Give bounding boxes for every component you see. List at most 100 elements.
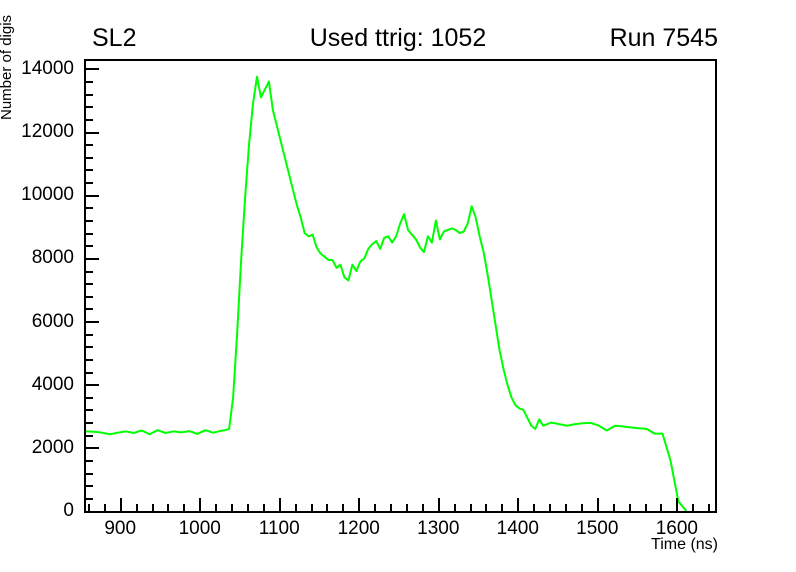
x-minor-tick [183,504,186,511]
x-minor-tick [246,504,249,511]
x-minor-tick [628,504,631,511]
x-major-tick [517,498,520,511]
x-tick-label: 1000 [178,518,221,539]
y-major-tick [86,131,99,134]
y-tick-label: 14000 [21,57,74,79]
y-minor-tick [86,283,93,286]
x-minor-tick [390,504,393,511]
y-minor-tick [86,434,93,437]
y-major-tick [86,510,99,513]
x-tick-label: 1600 [655,518,698,539]
y-minor-tick [86,396,93,399]
x-minor-tick [612,504,615,511]
x-tick-label: 1400 [496,518,539,539]
x-tick-label: 1300 [417,518,460,539]
y-minor-tick [86,485,93,488]
y-minor-tick [86,207,93,210]
y-major-tick [86,384,99,387]
x-minor-tick [580,504,583,511]
x-minor-tick [469,504,472,511]
x-minor-tick [565,504,567,511]
y-tick-label: 4000 [31,373,74,395]
x-minor-tick [421,504,424,511]
x-minor-tick [374,504,377,511]
x-minor-tick [135,504,138,511]
x-minor-tick [87,504,90,511]
y-minor-tick [86,308,93,311]
y-major-tick [86,447,99,450]
x-minor-tick [167,504,170,511]
x-tick-label: 1100 [258,518,300,539]
x-minor-tick [549,504,552,511]
y-minor-tick [86,472,93,475]
y-major-tick [86,194,99,197]
x-minor-tick [708,504,711,511]
y-minor-tick [86,219,93,222]
chart-annotation-run: Run 7545 [609,24,718,52]
x-minor-tick [660,504,663,511]
y-minor-tick [86,270,93,273]
y-minor-tick [86,118,93,121]
x-major-tick [278,498,281,511]
y-minor-tick [86,459,93,462]
y-minor-tick [86,169,93,172]
x-minor-tick [103,504,106,511]
y-minor-tick [86,182,93,185]
y-major-tick [86,68,99,71]
y-tick-label: 6000 [31,310,74,332]
y-minor-tick [86,93,93,96]
data-line-series [86,75,688,511]
y-minor-tick [86,409,93,412]
y-tick-label: 10000 [21,184,74,206]
y-major-tick [86,321,99,324]
x-minor-tick [485,504,488,511]
y-minor-tick [86,333,93,336]
chart-annotation-superlayer: SL2 [92,24,137,52]
y-minor-tick [86,497,93,500]
y-tick-label: 12000 [21,121,74,143]
x-major-tick [199,498,202,511]
x-major-tick [358,498,361,511]
y-minor-tick [86,358,93,361]
x-minor-tick [215,504,218,511]
x-minor-tick [342,504,345,511]
x-minor-tick [501,504,504,511]
y-minor-tick [86,245,93,248]
y-minor-tick [86,371,93,374]
x-minor-tick [405,504,408,511]
x-minor-tick [262,504,265,511]
x-tick-label: 1500 [576,518,619,539]
y-axis-title: Number of digis [0,14,15,120]
y-tick-label: 0 [63,500,74,521]
x-minor-tick [692,504,695,511]
x-tick-label: 1200 [337,518,380,539]
y-minor-tick [86,156,93,159]
x-minor-tick [294,504,297,511]
x-minor-tick [231,504,234,511]
x-major-tick [596,498,599,511]
x-minor-tick [326,504,329,511]
x-tick-label: 900 [104,518,137,539]
x-axis-title: Time (ns) [651,536,718,553]
y-minor-tick [86,232,93,235]
series-polyline [86,75,688,511]
y-minor-tick [86,144,93,147]
y-minor-tick [86,106,93,109]
y-tick-label: 8000 [31,247,74,269]
x-major-tick [437,498,440,511]
y-tick-label: 2000 [31,436,74,458]
y-minor-tick [86,346,93,349]
x-major-tick [119,498,122,511]
chart-title: Used ttrig: 1052 [309,24,487,52]
x-minor-tick [310,504,313,511]
y-minor-tick [86,295,93,298]
y-minor-tick [86,422,93,425]
plot-frame [84,59,717,513]
x-minor-tick [453,504,456,511]
x-minor-tick [644,504,647,511]
y-minor-tick [86,81,93,84]
x-major-tick [676,498,679,511]
x-minor-tick [533,504,536,511]
y-major-tick [86,257,99,260]
